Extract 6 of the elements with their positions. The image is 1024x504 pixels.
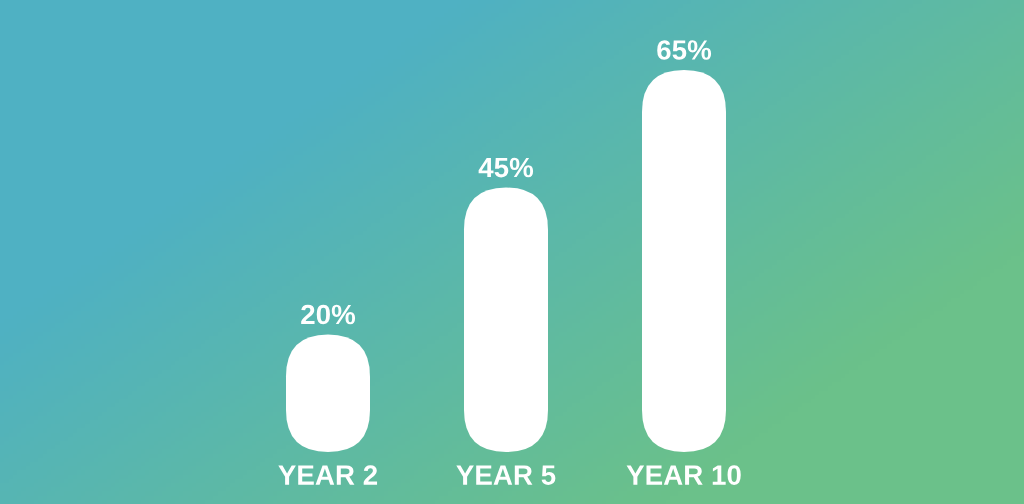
- x-tick-label: YEAR 10: [626, 465, 741, 485]
- x-tick-label: YEAR 5: [456, 465, 556, 485]
- data-label: 45%: [478, 157, 534, 178]
- x-tick-label: YEAR 2: [278, 465, 378, 485]
- data-label: 65%: [657, 40, 712, 60]
- data-label: 20%: [301, 304, 356, 325]
